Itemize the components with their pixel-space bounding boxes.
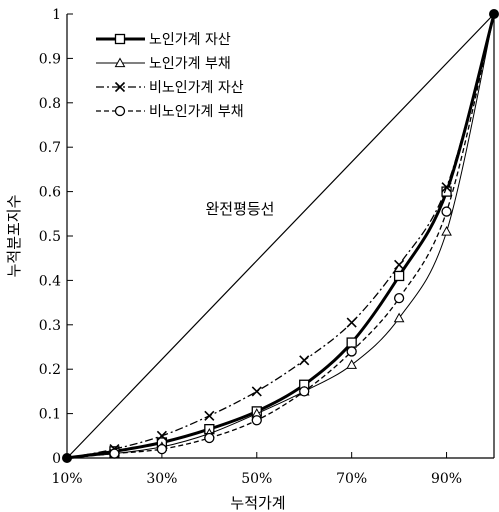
- start-point-marker: [62, 453, 72, 463]
- legend-marker-nonelderly-debt: [114, 105, 126, 117]
- legend-label-elderly-debt: 노인가계 부채: [149, 56, 231, 72]
- end-point-marker: [489, 9, 499, 19]
- y-tick-label: 0.5: [39, 229, 61, 245]
- data-point-nonelderly-debt: [441, 206, 452, 217]
- x-tick-label: 30%: [146, 471, 177, 487]
- plot-area: 0 0.1 0.2 0.3 0.4 0.5 0.6 0.7 0.8 0.9 1 10% 30% 50% 70…: [39, 7, 499, 487]
- data-point-nonelderly-assets: [441, 182, 452, 193]
- data-point-nonelderly-assets: [156, 430, 167, 441]
- y-tick-label: 0.3: [39, 318, 61, 334]
- y-tick-label: 0: [52, 451, 61, 467]
- data-point-nonelderly-debt: [346, 346, 357, 357]
- data-point-nonelderly-debt: [299, 386, 310, 397]
- legend-marker-elderly-debt: [114, 57, 126, 68]
- y-tick-label: 0.6: [39, 185, 61, 201]
- data-point-nonelderly-debt: [204, 432, 215, 444]
- data-point-nonelderly-debt: [156, 443, 168, 455]
- y-tick-label: 0.1: [39, 407, 61, 423]
- y-tick-label: 0.9: [39, 51, 61, 67]
- legend-marker-elderly-assets: [114, 33, 126, 45]
- data-point-nonelderly-debt: [393, 293, 405, 304]
- x-tick-label: 70%: [336, 471, 367, 487]
- data-point-nonelderly-assets: [251, 386, 262, 397]
- data-point-nonelderly-debt: [251, 415, 262, 426]
- x-tick-label: 90%: [431, 471, 462, 487]
- y-tick-label: 0.8: [39, 96, 61, 112]
- data-point-nonelderly-assets: [299, 355, 310, 366]
- legend-label-elderly-assets: 노인가계 자산: [149, 32, 231, 48]
- data-point-elderly-debt: [393, 312, 405, 323]
- data-point-elderly-assets: [346, 337, 357, 348]
- legend-marker-nonelderly-assets: [114, 81, 126, 93]
- equality-line-label: 완전평등선: [205, 200, 274, 218]
- legend: 노인가계 자산 노인가계 부채 비노인가계 자산 비노인가계 부채: [91, 26, 295, 130]
- y-tick-label: 1: [52, 7, 61, 23]
- data-point-nonelderly-assets: [346, 317, 357, 328]
- data-point-nonelderly-debt: [109, 448, 120, 459]
- y-tick-label: 0.4: [39, 273, 61, 289]
- x-tick-label: 10%: [51, 471, 82, 487]
- data-point-nonelderly-assets: [204, 410, 215, 421]
- legend-label-nonelderly-debt: 비노인가계 부채: [149, 104, 244, 120]
- y-axis-title: 누적분포지수: [5, 195, 23, 278]
- legend-swatches: [96, 33, 145, 117]
- y-tick-label: 0.2: [39, 362, 61, 378]
- data-point-nonelderly-assets: [394, 259, 405, 270]
- equality-line: [66, 13, 495, 459]
- x-axis-title: 누적가계: [230, 494, 285, 512]
- y-tick-label: 0.7: [39, 140, 61, 156]
- data-point-elderly-debt: [441, 226, 452, 236]
- x-tick-label: 50%: [241, 471, 272, 487]
- data-point-elderly-assets: [393, 270, 405, 282]
- data-point-elderly-debt: [346, 359, 358, 369]
- legend-label-nonelderly-assets: 비노인가계 자산: [149, 80, 244, 96]
